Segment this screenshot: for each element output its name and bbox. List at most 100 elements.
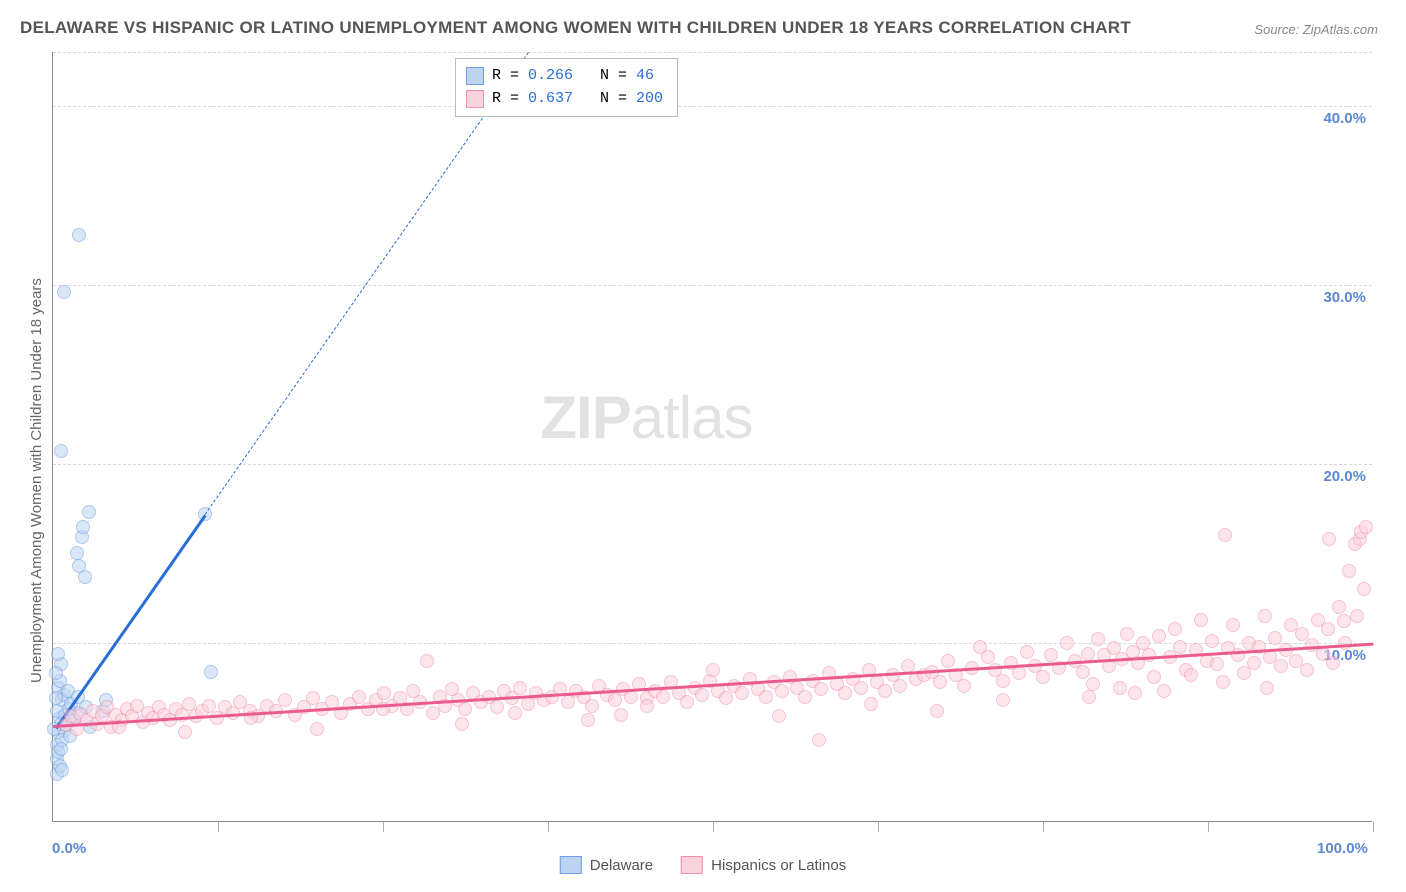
data-point bbox=[513, 681, 527, 695]
data-point bbox=[1036, 670, 1050, 684]
data-point bbox=[930, 704, 944, 718]
data-point bbox=[1012, 666, 1026, 680]
data-point bbox=[656, 690, 670, 704]
data-point bbox=[996, 674, 1010, 688]
data-point bbox=[1082, 690, 1096, 704]
data-point bbox=[1120, 627, 1134, 641]
data-point bbox=[178, 725, 192, 739]
info-text: R = 0.266 N = 46 bbox=[492, 65, 654, 88]
data-point bbox=[1113, 681, 1127, 695]
data-point bbox=[759, 690, 773, 704]
legend: Delaware Hispanics or Latinos bbox=[560, 856, 846, 874]
data-point bbox=[1258, 609, 1272, 623]
x-tick bbox=[713, 822, 714, 832]
gridline bbox=[53, 464, 1372, 465]
legend-label: Hispanics or Latinos bbox=[711, 857, 846, 874]
data-point bbox=[812, 733, 826, 747]
data-point bbox=[1157, 684, 1171, 698]
data-point bbox=[1321, 622, 1335, 636]
data-point bbox=[957, 679, 971, 693]
x-tick bbox=[548, 822, 549, 832]
data-point bbox=[1091, 632, 1105, 646]
legend-swatch bbox=[466, 67, 484, 85]
data-point bbox=[49, 666, 63, 680]
data-point bbox=[352, 690, 366, 704]
data-point bbox=[1218, 528, 1232, 542]
data-point bbox=[1184, 668, 1198, 682]
data-point bbox=[706, 663, 720, 677]
data-point bbox=[72, 559, 86, 573]
x-tick bbox=[218, 822, 219, 832]
correlation-info-box: R = 0.266 N = 46R = 0.637 N = 200 bbox=[455, 58, 678, 117]
gridline bbox=[53, 52, 1372, 53]
data-point bbox=[72, 228, 86, 242]
y-tick-label: 40.0% bbox=[1323, 110, 1366, 127]
info-row: R = 0.637 N = 200 bbox=[466, 88, 663, 111]
data-point bbox=[49, 691, 63, 705]
data-point bbox=[581, 713, 595, 727]
source-label: Source: bbox=[1254, 22, 1299, 37]
data-point bbox=[878, 684, 892, 698]
data-point bbox=[1274, 659, 1288, 673]
data-point bbox=[204, 665, 218, 679]
y-tick-label: 20.0% bbox=[1323, 468, 1366, 485]
data-point bbox=[1194, 613, 1208, 627]
data-point bbox=[1357, 582, 1371, 596]
data-point bbox=[933, 675, 947, 689]
data-point bbox=[1332, 600, 1346, 614]
data-point bbox=[420, 654, 434, 668]
data-point bbox=[1260, 681, 1274, 695]
x-tick-label: 0.0% bbox=[52, 840, 86, 857]
data-point bbox=[51, 647, 65, 661]
data-point bbox=[1226, 618, 1240, 632]
data-point bbox=[1081, 647, 1095, 661]
legend-swatch bbox=[466, 90, 484, 108]
data-point bbox=[278, 693, 292, 707]
data-point bbox=[735, 686, 749, 700]
data-point bbox=[640, 699, 654, 713]
data-point bbox=[1237, 666, 1251, 680]
data-point bbox=[458, 702, 472, 716]
plot-area: 10.0%20.0%30.0%40.0% bbox=[52, 52, 1372, 822]
data-point bbox=[585, 699, 599, 713]
data-point bbox=[1210, 657, 1224, 671]
data-point bbox=[695, 688, 709, 702]
data-point bbox=[455, 717, 469, 731]
data-point bbox=[1152, 629, 1166, 643]
x-tick bbox=[383, 822, 384, 832]
data-point bbox=[1326, 656, 1340, 670]
source-value: ZipAtlas.com bbox=[1303, 22, 1378, 37]
data-point bbox=[719, 691, 733, 705]
data-point bbox=[54, 444, 68, 458]
info-text: R = 0.637 N = 200 bbox=[492, 88, 663, 111]
x-tick bbox=[1373, 822, 1374, 832]
data-point bbox=[624, 690, 638, 704]
data-point bbox=[814, 682, 828, 696]
data-point bbox=[1359, 520, 1373, 534]
x-tick-label: 100.0% bbox=[1317, 840, 1368, 857]
data-point bbox=[1342, 564, 1356, 578]
data-point bbox=[54, 742, 68, 756]
data-point bbox=[798, 690, 812, 704]
x-tick bbox=[1043, 822, 1044, 832]
data-point bbox=[1168, 622, 1182, 636]
x-tick bbox=[878, 822, 879, 832]
data-point bbox=[1076, 665, 1090, 679]
data-point bbox=[55, 763, 69, 777]
legend-item: Hispanics or Latinos bbox=[681, 856, 846, 874]
data-point bbox=[1350, 609, 1364, 623]
gridline bbox=[53, 106, 1372, 107]
data-point bbox=[508, 706, 522, 720]
y-tick-label: 30.0% bbox=[1323, 289, 1366, 306]
data-point bbox=[1338, 636, 1352, 650]
data-point bbox=[680, 695, 694, 709]
data-point bbox=[1147, 670, 1161, 684]
data-point bbox=[1247, 656, 1261, 670]
data-point bbox=[82, 505, 96, 519]
data-point bbox=[76, 520, 90, 534]
data-point bbox=[1300, 663, 1314, 677]
y-axis-label: Unemployment Among Women with Children U… bbox=[28, 278, 45, 683]
legend-item: Delaware bbox=[560, 856, 653, 874]
chart-title: DELAWARE VS HISPANIC OR LATINO UNEMPLOYM… bbox=[20, 18, 1131, 38]
data-point bbox=[1173, 640, 1187, 654]
